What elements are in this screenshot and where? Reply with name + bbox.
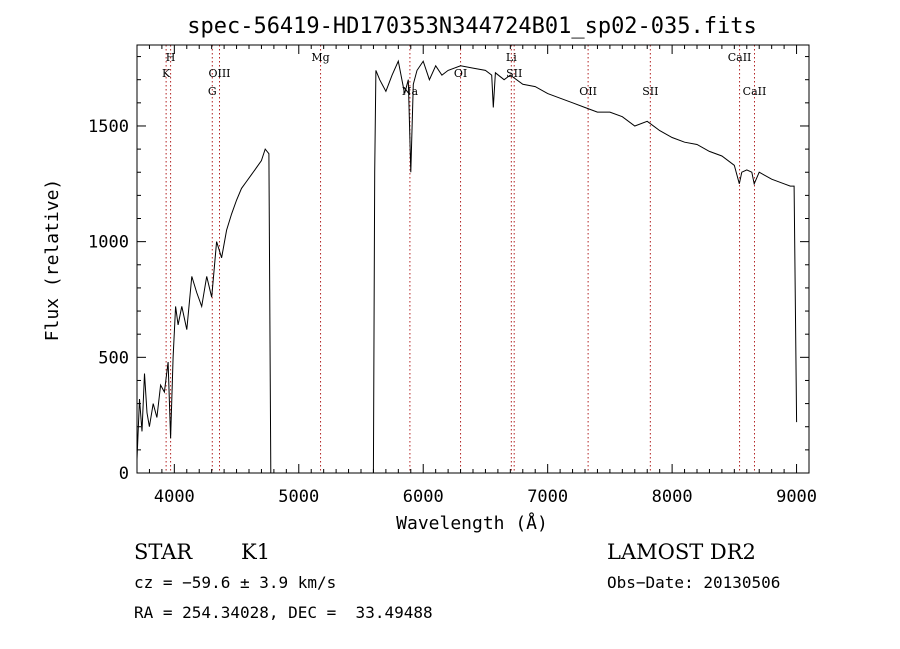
x-axis-label: Wavelength (Å) xyxy=(396,512,548,534)
x-tick-label: 7000 xyxy=(527,487,568,507)
line-label: K xyxy=(162,67,171,80)
subclass: K1 xyxy=(241,540,271,564)
line-label: SII xyxy=(642,85,658,98)
line-label: CaII xyxy=(728,51,752,64)
y-tick-label: 500 xyxy=(98,348,129,368)
line-label: Mg xyxy=(311,51,329,64)
x-tick-label: 4000 xyxy=(154,487,195,507)
y-axis: 0 500 1000 1500 xyxy=(88,56,809,484)
object-type: STAR xyxy=(134,540,193,564)
x-tick-label: 8000 xyxy=(652,487,693,507)
coordinates: RA = 254.34028, DEC = 33.49488 xyxy=(134,603,433,622)
spectral-line-markers xyxy=(165,45,755,473)
observation-date: Obs−Date: 20130506 xyxy=(607,573,781,592)
x-tick-label: 6000 xyxy=(403,487,444,507)
survey-name: LAMOST DR2 xyxy=(607,540,756,564)
line-label: OII xyxy=(579,85,597,98)
y-tick-label: 1000 xyxy=(88,233,129,253)
line-label: SII xyxy=(506,67,522,80)
y-tick-label: 0 xyxy=(119,464,129,484)
redshift-cz: cz = −59.6 ± 3.9 km/s xyxy=(134,573,337,592)
line-label: Li xyxy=(506,51,517,64)
line-label: H xyxy=(166,51,176,64)
line-label: OIII xyxy=(208,67,230,80)
line-label: G xyxy=(208,85,217,98)
line-label: CaII xyxy=(743,85,767,98)
spectrum-series xyxy=(136,59,798,474)
y-tick-label: 1500 xyxy=(88,117,129,137)
plot-frame xyxy=(136,44,810,474)
line-label: OI xyxy=(454,67,467,80)
x-tick-label: 5000 xyxy=(278,487,319,507)
x-axis: 4000 5000 6000 7000 8000 9000 xyxy=(136,45,817,507)
y-axis-label: Flux (relative) xyxy=(42,179,63,342)
spectrum-line xyxy=(372,59,798,474)
x-tick-label: 9000 xyxy=(776,487,817,507)
spectrum-line xyxy=(136,148,272,474)
chart-title: spec-56419-HD170353N344724B01_sp02-035.f… xyxy=(187,14,757,39)
